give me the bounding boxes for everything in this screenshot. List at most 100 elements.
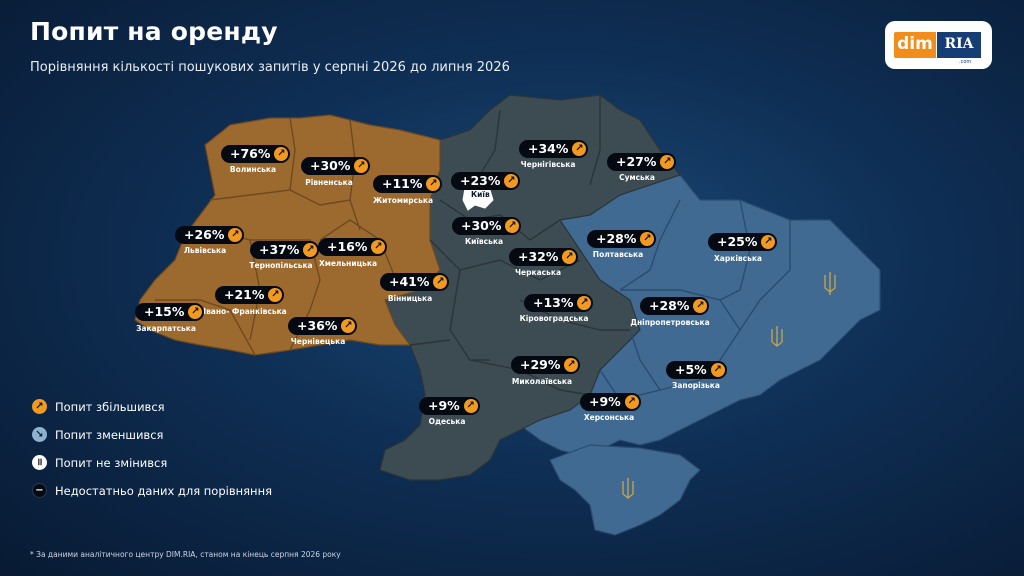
region-name: Харківська [714, 254, 762, 263]
region-badge: +41% ↗ [380, 273, 450, 291]
region-name: Хмельницька [318, 259, 378, 268]
badge-value: +28% [596, 231, 637, 246]
region-badge: +11% ↗ [373, 175, 443, 193]
region-name: Херсонська [583, 413, 635, 422]
region-badge: +27% ↗ [607, 153, 677, 171]
region-name: Дніпропетровська [630, 318, 710, 327]
minus-icon: − [32, 483, 47, 498]
legend-label: Попит зменшився [55, 428, 164, 442]
arrow-up-right-icon: ↗ [341, 319, 356, 333]
badge-value: +25% [717, 234, 758, 249]
region-name: Рівненська [305, 178, 353, 187]
region-shape-crimea [549, 444, 701, 536]
arrow-up-right-icon: ↗ [640, 232, 655, 246]
region-badge: +76% ↗ [221, 145, 291, 163]
region-name: Волинська [229, 165, 277, 174]
arrow-up-right-icon: ↗ [188, 305, 203, 319]
footnote: * За даними аналітичного центру DIM.RIA,… [30, 550, 341, 559]
arrow-up-right-icon: ↗ [504, 174, 519, 188]
arrow-up-right-icon: ↗ [693, 299, 708, 313]
legend-label: Попит збільшився [55, 400, 165, 414]
region-badge: +23% ↗ [451, 172, 521, 190]
arrow-up-right-icon: ↗ [505, 219, 520, 233]
region-name: Одеська [428, 417, 466, 426]
badge-value: +41% [389, 274, 430, 289]
region-name: Полтавська [592, 250, 644, 259]
region-name: Вінницька [387, 294, 433, 303]
arrow-up-right-icon: ↗ [660, 155, 675, 169]
region-badge: +30% ↗ [452, 217, 522, 235]
region-badge: +26% ↗ [175, 226, 245, 244]
arrow-up-right-icon: ↗ [577, 296, 592, 310]
arrow-up-right-icon: ↗ [303, 243, 318, 257]
region-name: Івано- Франківська [203, 307, 287, 316]
arrow-up-right-icon: ↗ [572, 142, 587, 156]
arrow-up-right-icon: ↗ [433, 275, 448, 289]
arrow-up-right-icon: ↗ [564, 358, 579, 372]
badge-value: +27% [616, 154, 657, 169]
region-name: Львівська [183, 246, 227, 255]
arrow-up-right-icon: ↗ [426, 177, 441, 191]
logo-com: .com [959, 59, 972, 65]
arrow-up-right-icon: ↗ [562, 250, 577, 264]
badge-value: +15% [144, 304, 185, 319]
badge-value: +32% [518, 249, 559, 264]
region-badge: +16% ↗ [318, 238, 388, 256]
badge-value: +29% [520, 357, 561, 372]
trident-icon [622, 272, 836, 499]
badge-value: +26% [184, 227, 225, 242]
arrow-up-right-icon: ↗ [710, 363, 725, 377]
arrow-up-right-icon: ↗ [761, 235, 776, 249]
badge-value: +30% [461, 218, 502, 233]
arrow-up-right-icon: ↗ [274, 147, 289, 161]
region-badge: +30% ↗ [301, 157, 371, 175]
badge-value: +23% [460, 173, 501, 188]
dimria-logo[interactable]: dim RIA .com [885, 21, 992, 69]
legend-label: Попит не змінився [55, 456, 168, 470]
region-badge: +15% ↗ [135, 303, 205, 321]
badge-value: +36% [297, 318, 338, 333]
arrow-up-right-icon: ↗ [463, 399, 478, 413]
logo-dim: dim [894, 32, 936, 58]
region-badge: +37% ↗ [250, 241, 320, 259]
page-title: Попит на оренду [30, 17, 278, 46]
region-name: Тернопільська [249, 261, 313, 270]
region-badge: +29% ↗ [511, 356, 581, 374]
region-badge: +9% ↗ [419, 397, 480, 415]
arrow-up-right-icon: ↗ [32, 399, 47, 414]
region-name: Сумська [619, 173, 655, 182]
region-badge: +13% ↗ [524, 294, 594, 312]
badge-value: +11% [382, 176, 423, 191]
badge-value: +9% [428, 398, 460, 413]
badge-value: +5% [675, 362, 707, 377]
region-name: Закарпатська [136, 324, 196, 333]
region-name: Київська [464, 237, 504, 246]
region-name: Чернігівська [520, 160, 576, 169]
badge-value: +21% [224, 287, 265, 302]
region-badge: +34% ↗ [519, 140, 589, 158]
badge-value: +9% [589, 394, 621, 409]
region-badge: +25% ↗ [708, 233, 778, 251]
legend-label: Недостатньо даних для порівняння [55, 484, 273, 498]
region-name: Житомирська [372, 196, 434, 205]
arrow-up-right-icon: ↗ [228, 228, 243, 242]
region-badge: +28% ↗ [587, 230, 657, 248]
region-name: Кіровоградська [519, 314, 589, 323]
region-name: Чернівецька [290, 337, 346, 346]
region-badge: +9% ↗ [580, 393, 641, 411]
region-name: Миколаївська [511, 377, 573, 386]
badge-value: +28% [649, 298, 690, 313]
region-badge: +32% ↗ [509, 248, 579, 266]
region-badge: +36% ↗ [288, 317, 358, 335]
badge-value: +13% [533, 295, 574, 310]
badge-value: +30% [310, 158, 351, 173]
arrow-down-right-icon: ↘ [32, 427, 47, 442]
badge-value: +76% [230, 146, 271, 161]
pause-icon: ॥ [32, 455, 47, 470]
arrow-up-right-icon: ↗ [624, 395, 639, 409]
arrow-up-right-icon: ↗ [268, 288, 283, 302]
badge-value: +37% [259, 242, 300, 257]
badge-value: +34% [528, 141, 569, 156]
region-name: Черкаська [514, 268, 562, 277]
arrow-up-right-icon: ↗ [371, 240, 386, 254]
